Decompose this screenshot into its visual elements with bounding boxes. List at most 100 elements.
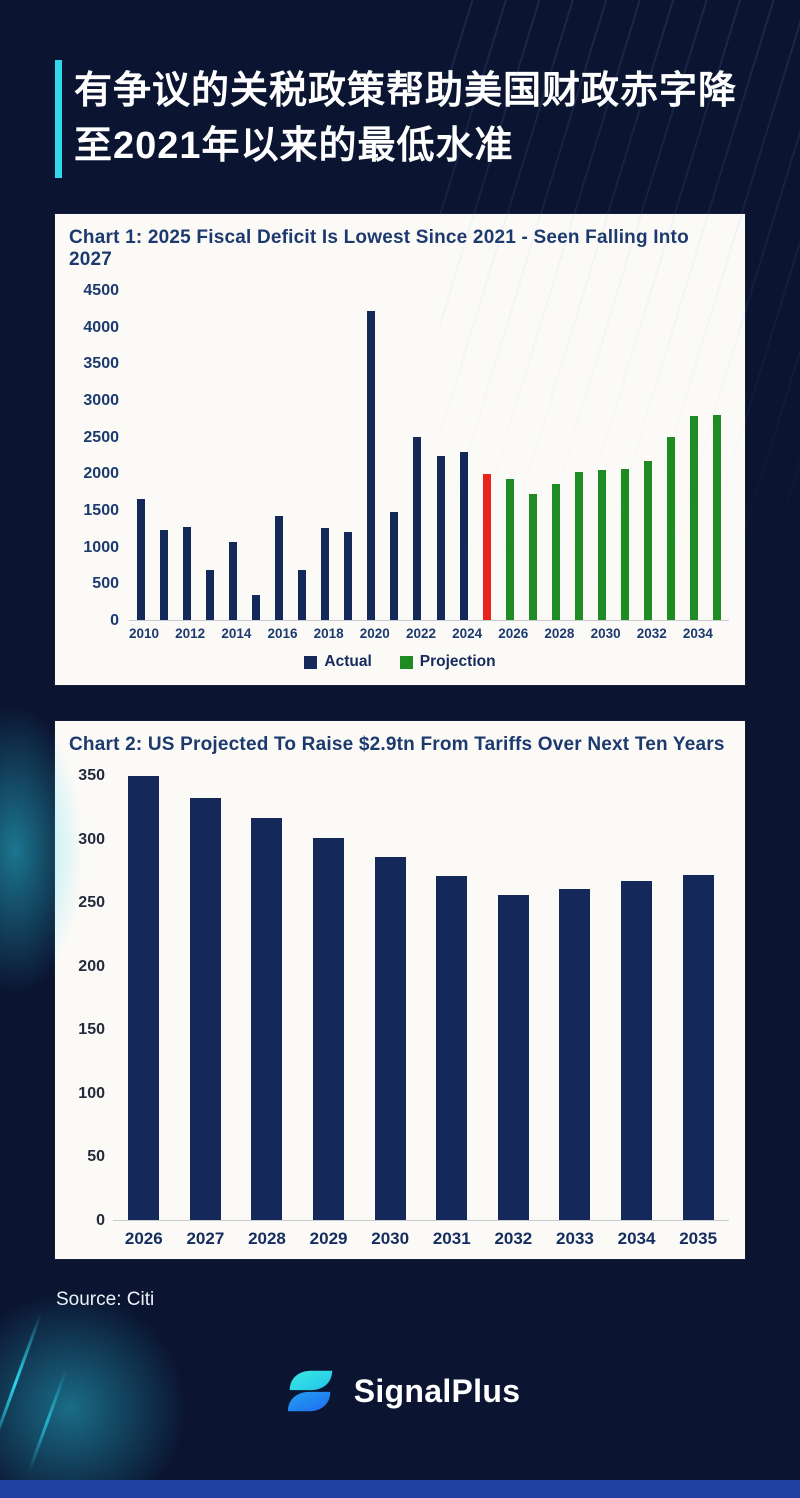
x-tick-label: 2031 <box>432 1229 471 1248</box>
bar-cell <box>567 291 590 620</box>
y-tick-label: 0 <box>96 1212 105 1229</box>
bar <box>251 595 260 620</box>
chart2-x-axis: 2026 2027 2028 2029 2030 2031 2032 2033 2034 2035 <box>113 1226 729 1249</box>
bar-cell <box>614 291 637 620</box>
bar <box>436 876 468 1220</box>
bar <box>189 797 221 1220</box>
y-tick-label: 4000 <box>83 318 119 336</box>
x-tick-label <box>344 626 360 641</box>
y-tick-label: 250 <box>78 894 105 912</box>
bar <box>713 414 722 620</box>
y-tick-label: 4500 <box>83 282 119 299</box>
legend-item: Actual <box>304 653 372 671</box>
bar <box>505 478 514 620</box>
x-tick-label: 2014 <box>221 626 252 641</box>
bar <box>136 499 145 620</box>
bar <box>413 436 422 620</box>
bar-cell <box>521 291 544 620</box>
bar <box>690 416 699 620</box>
bar-cell <box>591 291 614 620</box>
x-tick-label: 2028 <box>544 626 574 641</box>
y-tick-label: 200 <box>78 957 105 975</box>
y-tick-label: 150 <box>78 1021 105 1039</box>
bar <box>621 881 653 1220</box>
y-tick-label: 3000 <box>83 392 119 409</box>
source-note: Source: Citi <box>56 1289 800 1311</box>
bar <box>528 493 537 620</box>
x-tick-label: 2010 <box>129 626 160 641</box>
bar <box>313 838 345 1220</box>
x-tick-label: 2020 <box>359 626 390 641</box>
bar <box>275 516 283 620</box>
bar-cell <box>129 291 152 620</box>
bar <box>436 456 445 620</box>
legend-label: Actual <box>324 653 372 670</box>
chart2-card: Chart 2: US Projected To Raise $2.9tn Fr… <box>55 721 745 1259</box>
bar-cell <box>660 291 683 620</box>
y-tick-label: 300 <box>78 830 105 848</box>
x-tick-label <box>205 626 221 641</box>
x-tick-label: 2032 <box>494 1229 533 1248</box>
bar-cell <box>298 776 360 1220</box>
bar-cell <box>175 776 237 1220</box>
bar <box>459 451 468 620</box>
bar <box>374 857 406 1220</box>
bar-cell <box>429 291 452 620</box>
bar <box>497 895 529 1220</box>
bar-cell <box>337 291 360 620</box>
y-tick-label: 2000 <box>83 465 119 483</box>
bar-cell <box>221 291 244 620</box>
x-tick-label: 2032 <box>637 626 667 641</box>
bar <box>251 817 283 1220</box>
bar <box>575 471 584 620</box>
chart1-y-axis: 0 500 1000 1500 2000 2500 3000 3500 4000 4500 <box>67 282 129 629</box>
bar <box>228 541 237 620</box>
bar-cell <box>637 291 660 620</box>
bar <box>298 570 307 620</box>
bar-cell <box>291 291 314 620</box>
headline-line-2: 至2021年以来的最低水准 <box>74 125 514 167</box>
bar-cell <box>198 291 221 620</box>
chart1-title: Chart 1: 2025 Fiscal Deficit Is Lowest S… <box>69 227 689 270</box>
x-tick-label: 2012 <box>175 626 206 641</box>
x-tick-label: 2018 <box>313 626 344 641</box>
chart2-y-axis: 0 50 100 150 200 250 300 350 <box>67 767 113 1229</box>
bar-cell <box>360 291 383 620</box>
chart1-x-axis: 2010 2012 2014 2016 2018 2020 2022 2024 2026 2028… <box>129 626 729 641</box>
y-tick-label: 1000 <box>83 538 119 556</box>
x-tick-label <box>159 626 175 641</box>
bar-cell <box>606 776 668 1220</box>
bar <box>344 532 353 620</box>
legend-label: Projection <box>419 653 496 670</box>
y-tick-label: 2500 <box>83 428 119 446</box>
x-tick-label: 2022 <box>405 626 436 641</box>
chart2-title: Chart 2: US Projected To Raise $2.9tn Fr… <box>69 734 725 755</box>
x-tick-label: 2026 <box>124 1229 163 1248</box>
bar-cell <box>244 291 267 620</box>
x-tick-label <box>390 626 406 641</box>
bar <box>682 874 714 1220</box>
bar-cell <box>152 291 175 620</box>
y-tick-label: 1500 <box>83 502 119 519</box>
x-tick-label: 2016 <box>267 626 298 641</box>
bar-cell <box>475 291 498 620</box>
bar <box>390 511 399 620</box>
left-edge-glow <box>0 650 110 1050</box>
bar-cell <box>267 291 290 620</box>
brand-name: SignalPlus <box>353 1372 521 1409</box>
chart1-chart: 0 500 1000 1500 2000 2500 3000 3500 4000 4500 201… <box>67 282 733 641</box>
legend-item: Projection <box>399 653 496 671</box>
y-tick-label: 500 <box>92 575 119 593</box>
bar-cell <box>406 291 429 620</box>
bar <box>128 776 160 1220</box>
bar-cell <box>113 776 175 1220</box>
bar-cell <box>683 291 706 620</box>
y-tick-label: 100 <box>78 1084 105 1102</box>
bar <box>205 570 214 620</box>
bar <box>159 530 168 620</box>
x-tick-label: 2024 <box>452 626 482 641</box>
x-tick-label <box>251 626 267 641</box>
x-tick-label: 2035 <box>679 1229 718 1248</box>
bar <box>598 470 607 620</box>
